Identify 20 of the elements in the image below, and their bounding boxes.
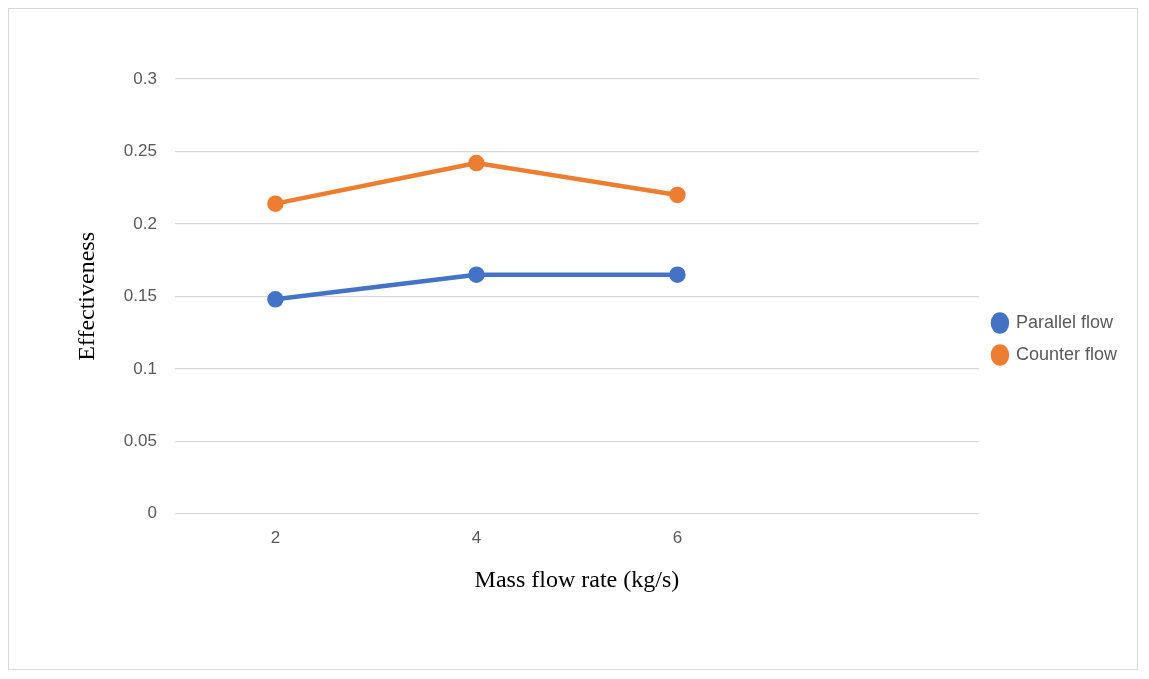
- point: [468, 266, 485, 283]
- y-tick-label: 0.3: [133, 68, 157, 88]
- point: [267, 195, 284, 212]
- x-axis-title: Mass flow rate (kg/s): [474, 565, 680, 592]
- x-tick-label: 2: [270, 527, 281, 547]
- y-axis-title: Effectiveness: [72, 231, 99, 361]
- y-tick-label: 0: [147, 503, 157, 523]
- y-tick-label: 0.1: [133, 358, 157, 378]
- y-tick-label: 0.05: [123, 431, 157, 451]
- legend-label: Parallel flow: [1015, 311, 1114, 332]
- x-tick-label: 4: [471, 527, 482, 547]
- x-tick-label: 6: [672, 527, 683, 547]
- point: [669, 186, 686, 204]
- point: [468, 154, 485, 172]
- point: [267, 291, 284, 308]
- y-tick-label: 0.25: [123, 141, 157, 161]
- legend-label: Counter flow: [1015, 343, 1118, 364]
- y-tick-label: 0.15: [123, 286, 157, 306]
- y-tick-label: 0.2: [133, 213, 157, 233]
- point: [669, 266, 686, 283]
